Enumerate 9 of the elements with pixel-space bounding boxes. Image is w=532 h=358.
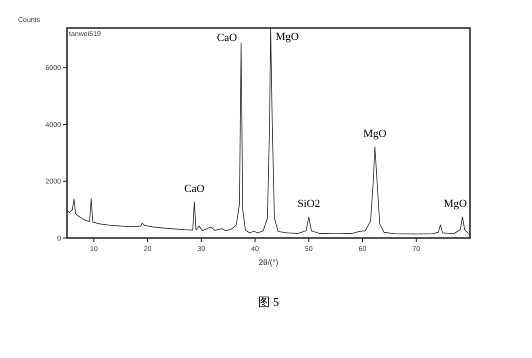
annotation: MgO — [276, 31, 299, 43]
line-series — [67, 28, 470, 236]
annotation: MgO — [363, 128, 387, 140]
text: 图 5 — [258, 295, 279, 309]
annotation: SiO2 — [297, 198, 320, 210]
annotation: CaO — [184, 182, 204, 195]
annotation: MgO — [444, 198, 468, 210]
x-axis-title: 2θ/(°) — [258, 258, 279, 267]
annotation: CaO — [216, 32, 238, 44]
